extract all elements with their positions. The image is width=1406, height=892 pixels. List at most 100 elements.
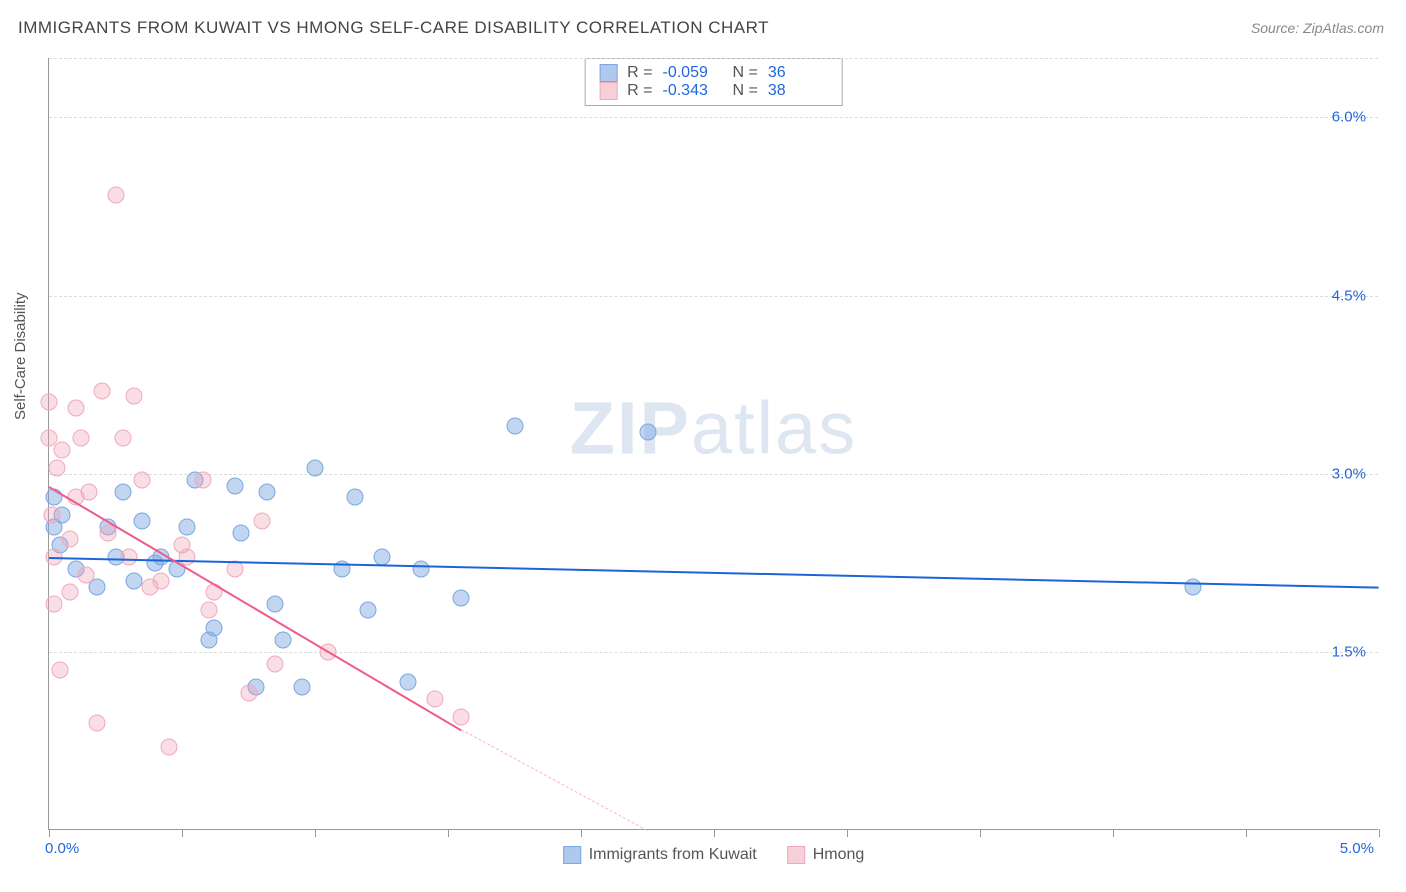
swatch-pink <box>599 82 617 100</box>
scatter-point-blue <box>506 418 523 435</box>
correlation-stats-box: R = -0.059 N = 36 R = -0.343 N = 38 <box>584 58 843 106</box>
scatter-point-pink <box>54 441 71 458</box>
n-label: N = <box>733 64 758 82</box>
source-prefix: Source: <box>1251 20 1303 36</box>
stats-row: R = -0.059 N = 36 <box>599 64 828 82</box>
scatter-point-blue <box>1184 578 1201 595</box>
scatter-point-pink <box>41 394 58 411</box>
scatter-point-pink <box>88 715 105 732</box>
scatter-point-blue <box>126 572 143 589</box>
scatter-point-pink <box>253 513 270 530</box>
x-tick-label-min: 0.0% <box>45 840 79 857</box>
scatter-point-pink <box>426 691 443 708</box>
scatter-point-pink <box>94 382 111 399</box>
scatter-point-blue <box>259 483 276 500</box>
scatter-point-blue <box>134 513 151 530</box>
scatter-point-pink <box>78 566 95 583</box>
scatter-point-pink <box>62 584 79 601</box>
scatter-point-pink <box>134 471 151 488</box>
scatter-point-pink <box>99 525 116 542</box>
r-label: R = <box>627 64 652 82</box>
x-tick <box>714 829 715 837</box>
legend-label: Immigrants from Kuwait <box>589 846 757 864</box>
scatter-point-pink <box>107 186 124 203</box>
scatter-point-blue <box>293 679 310 696</box>
scatter-point-pink <box>195 471 212 488</box>
swatch-blue <box>599 64 617 82</box>
y-axis-label: Self-Care Disability <box>12 292 29 420</box>
scatter-point-pink <box>43 507 60 524</box>
x-tick <box>980 829 981 837</box>
r-value-pink: -0.343 <box>663 82 723 100</box>
legend-item: Hmong <box>787 846 865 864</box>
n-value-blue: 36 <box>768 64 828 82</box>
x-tick <box>315 829 316 837</box>
swatch-pink <box>787 846 805 864</box>
scatter-point-pink <box>46 596 63 613</box>
scatter-point-pink <box>80 483 97 500</box>
source-link[interactable]: ZipAtlas.com <box>1303 20 1384 36</box>
y-tick-label: 3.0% <box>1332 465 1366 482</box>
regression-line-pink-extrapolated <box>461 729 648 831</box>
scatter-point-blue <box>205 620 222 637</box>
scatter-point-blue <box>639 424 656 441</box>
scatter-point-pink <box>160 738 177 755</box>
plot-area: ZIPatlas R = -0.059 N = 36 R = -0.343 N … <box>48 58 1378 830</box>
n-label: N = <box>733 82 758 100</box>
source-attribution: Source: ZipAtlas.com <box>1251 20 1384 36</box>
scatter-point-pink <box>126 388 143 405</box>
y-tick-label: 1.5% <box>1332 643 1366 660</box>
scatter-point-pink <box>67 400 84 417</box>
gridline-h <box>49 58 1378 59</box>
scatter-point-pink <box>179 548 196 565</box>
x-tick <box>1379 829 1380 837</box>
scatter-point-blue <box>346 489 363 506</box>
scatter-point-pink <box>267 655 284 672</box>
scatter-point-pink <box>62 531 79 548</box>
regression-line-blue <box>49 557 1379 589</box>
r-label: R = <box>627 82 652 100</box>
legend-label: Hmong <box>813 846 865 864</box>
scatter-point-blue <box>307 459 324 476</box>
x-tick <box>182 829 183 837</box>
scatter-point-blue <box>115 483 132 500</box>
scatter-point-blue <box>453 590 470 607</box>
scatter-point-blue <box>227 477 244 494</box>
scatter-point-blue <box>267 596 284 613</box>
gridline-h <box>49 117 1378 118</box>
scatter-point-pink <box>152 572 169 589</box>
scatter-point-blue <box>360 602 377 619</box>
x-tick <box>1246 829 1247 837</box>
scatter-point-blue <box>275 631 292 648</box>
stats-row: R = -0.343 N = 38 <box>599 82 828 100</box>
x-tick-label-max: 5.0% <box>1340 840 1374 857</box>
scatter-point-pink <box>120 548 137 565</box>
x-tick <box>49 829 50 837</box>
watermark-bold: ZIP <box>570 387 691 470</box>
scatter-point-blue <box>413 560 430 577</box>
gridline-h <box>49 474 1378 475</box>
scatter-point-blue <box>179 519 196 536</box>
watermark: ZIPatlas <box>570 386 857 471</box>
scatter-point-pink <box>72 430 89 447</box>
legend-item: Immigrants from Kuwait <box>563 846 757 864</box>
scatter-point-pink <box>115 430 132 447</box>
r-value-blue: -0.059 <box>663 64 723 82</box>
watermark-rest: atlas <box>691 387 857 470</box>
x-tick <box>1113 829 1114 837</box>
x-tick <box>581 829 582 837</box>
scatter-point-blue <box>232 525 249 542</box>
chart-title: IMMIGRANTS FROM KUWAIT VS HMONG SELF-CAR… <box>18 18 769 38</box>
scatter-point-pink <box>48 459 65 476</box>
scatter-point-blue <box>373 548 390 565</box>
x-tick <box>448 829 449 837</box>
scatter-point-pink <box>453 709 470 726</box>
scatter-point-pink <box>240 685 257 702</box>
scatter-point-pink <box>51 661 68 678</box>
scatter-point-blue <box>400 673 417 690</box>
bottom-legend: Immigrants from Kuwait Hmong <box>563 846 865 864</box>
gridline-h <box>49 296 1378 297</box>
x-tick <box>847 829 848 837</box>
y-tick-label: 6.0% <box>1332 109 1366 126</box>
y-tick-label: 4.5% <box>1332 287 1366 304</box>
